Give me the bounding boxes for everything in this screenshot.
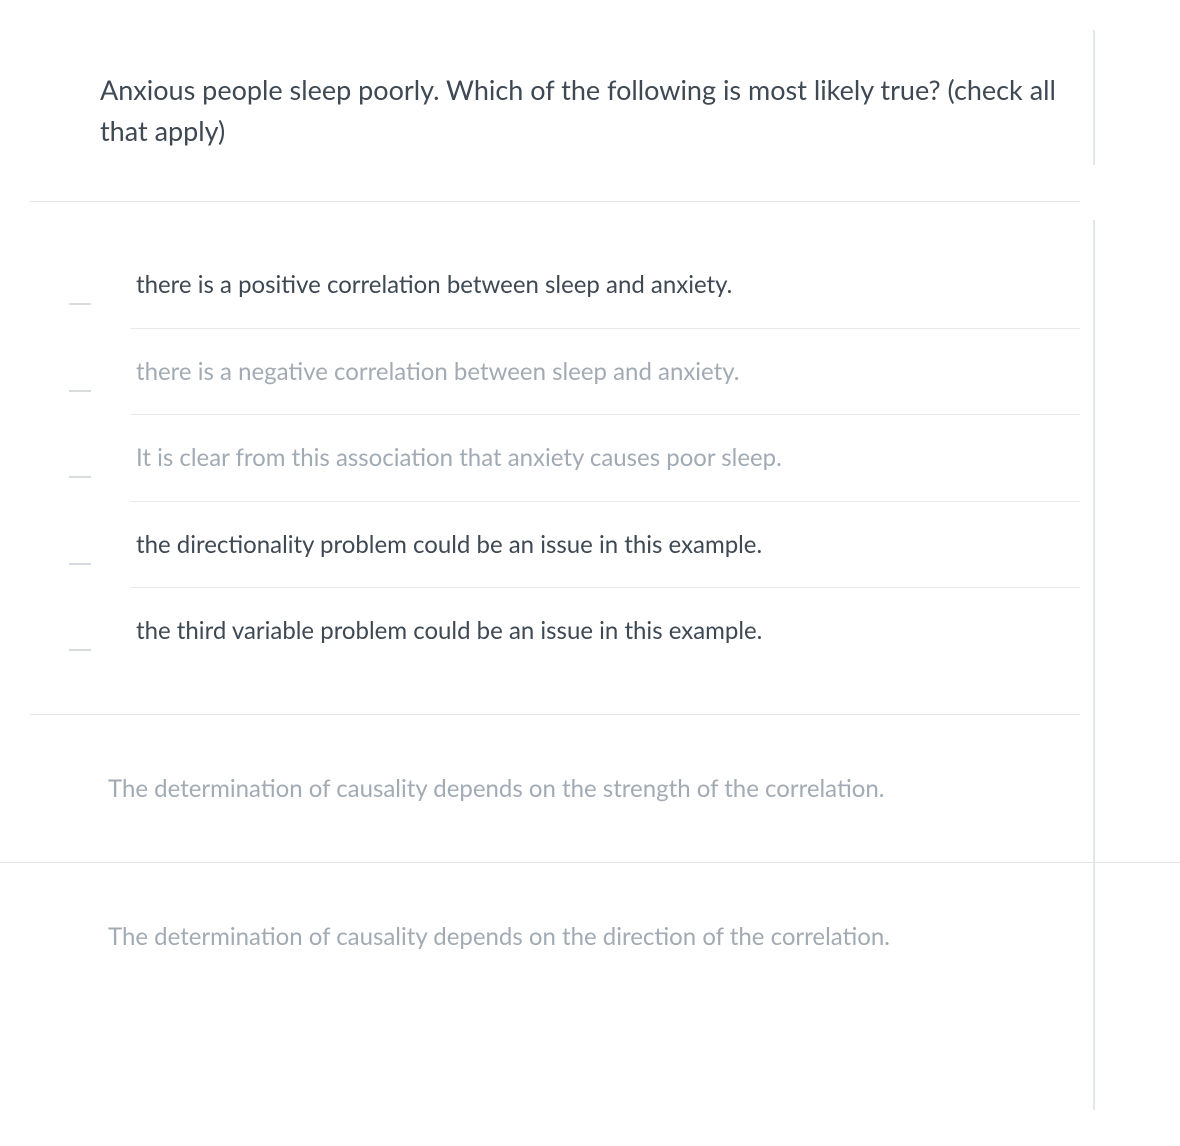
option-label: The determination of causality depends o… [108,770,1040,807]
option-row[interactable]: there is a negative correlation between … [30,329,1080,416]
quiz-page: Anxious people sleep poorly. Which of th… [0,0,1180,1146]
option-row[interactable]: It is clear from this association that a… [30,415,1080,502]
option-marker [30,242,130,309]
option-label: It is clear from this association that a… [130,415,1080,502]
options-block: there is a positive correlation between … [30,201,1080,715]
option-marker [30,502,130,569]
option-row[interactable]: the directionality problem could be an i… [30,502,1080,589]
question-text: Anxious people sleep poorly. Which of th… [100,70,1080,151]
option-marker [30,588,130,655]
option-label: the third variable problem could be an i… [130,588,1080,674]
option-row[interactable]: there is a positive correlation between … [30,242,1080,329]
decorative-right-rule-bottom [1093,220,1095,1110]
option-marker [30,415,130,482]
option-row-standalone[interactable]: The determination of causality depends o… [0,863,1180,1010]
option-marker [30,329,130,396]
decorative-right-rule-top [1093,30,1095,165]
question-block: Anxious people sleep poorly. Which of th… [0,70,1180,201]
option-label: the directionality problem could be an i… [130,502,1080,589]
option-row[interactable]: the third variable problem could be an i… [30,588,1080,674]
option-label: there is a negative correlation between … [130,329,1080,416]
option-row-standalone[interactable]: The determination of causality depends o… [0,715,1180,863]
option-label: The determination of causality depends o… [108,918,1040,955]
option-label: there is a positive correlation between … [130,242,1080,329]
